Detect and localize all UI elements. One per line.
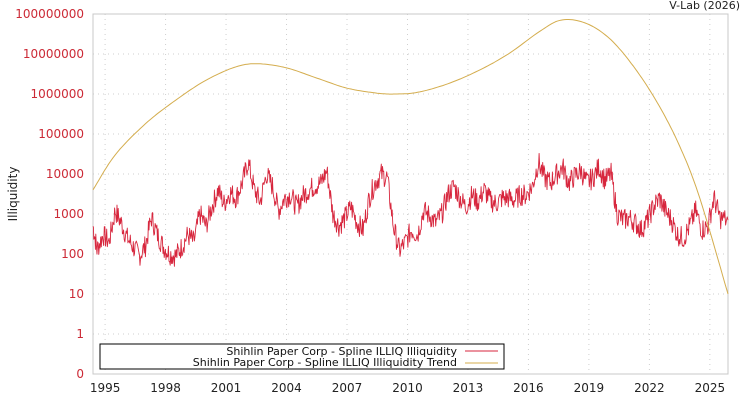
y-tick-label: 10000000 (23, 47, 84, 61)
x-tick-label: 2001 (211, 381, 242, 395)
x-tick-label: 2016 (513, 381, 544, 395)
plot-border (92, 13, 729, 375)
x-tick-label: 2025 (695, 381, 726, 395)
legend-label-illiquidity: Shihlin Paper Corp - Spline ILLIQ Illiqu… (226, 345, 457, 358)
x-tick-label: 2010 (392, 381, 423, 395)
x-tick-label: 2004 (271, 381, 302, 395)
y-tick-label: 100000000 (15, 7, 84, 21)
y-tick-label: 1 (76, 327, 84, 341)
x-tick-label: 2007 (332, 381, 363, 395)
x-tick-label: 2022 (634, 381, 665, 395)
y-tick-label: 1000 (53, 207, 84, 221)
grid-lines (93, 14, 728, 374)
x-tick-label: 1995 (90, 381, 121, 395)
illiquidity-line (92, 152, 729, 267)
legend-label-trend: Shihlin Paper Corp - Spline ILLIQ Illiqu… (193, 356, 457, 369)
x-tick-label: 1998 (150, 381, 181, 395)
credit-label: V-Lab (2026) (669, 0, 740, 12)
x-axis-ticks: 1995 1998 2001 2004 2007 2010 2013 2016 2019 2022… (90, 381, 725, 395)
y-tick-label: 10 (69, 287, 84, 301)
y-tick-label: 10000 (46, 167, 84, 181)
y-axis-label: Illiquidity (6, 167, 20, 222)
y-tick-label: 100 (61, 247, 84, 261)
legend: Shihlin Paper Corp - Spline ILLIQ Illiqu… (99, 343, 505, 370)
illiquidity-trend-line (92, 19, 729, 295)
legend-box (99, 343, 505, 370)
y-axis-ticks: 1000000001000000010000001000001000010001… (15, 7, 84, 381)
x-tick-label: 2013 (453, 381, 484, 395)
series-lines (92, 19, 729, 295)
y-tick-label: 1000000 (31, 87, 84, 101)
y-tick-label: 0 (76, 367, 84, 381)
y-tick-label: 100000 (38, 127, 84, 141)
x-tick-label: 2019 (574, 381, 605, 395)
